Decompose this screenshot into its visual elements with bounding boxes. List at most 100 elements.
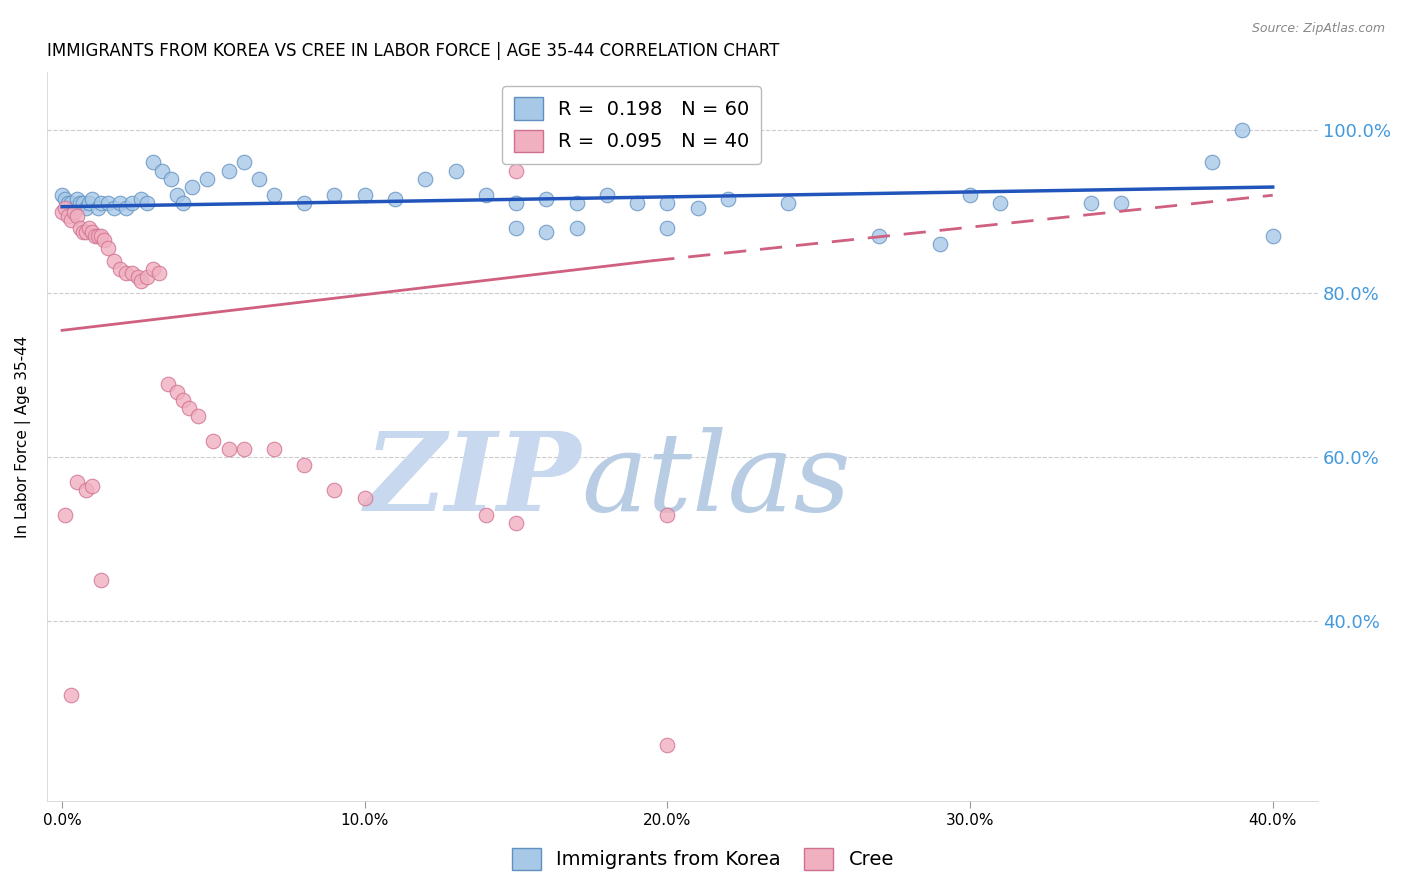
Point xyxy=(292,196,315,211)
Point xyxy=(536,225,558,239)
Point xyxy=(84,229,107,244)
Point xyxy=(148,266,170,280)
Point xyxy=(657,221,679,235)
Point xyxy=(1201,155,1223,169)
Point xyxy=(565,196,588,211)
Point xyxy=(353,491,375,506)
Point xyxy=(75,483,97,497)
Point xyxy=(127,270,149,285)
Point xyxy=(444,163,467,178)
Point xyxy=(181,180,204,194)
Point xyxy=(56,196,79,211)
Point xyxy=(657,508,679,522)
Point xyxy=(121,266,143,280)
Point xyxy=(218,442,240,456)
Point xyxy=(93,233,115,247)
Point xyxy=(82,479,104,493)
Point xyxy=(66,209,89,223)
Point xyxy=(121,196,143,211)
Point xyxy=(72,225,94,239)
Point xyxy=(72,196,94,211)
Point xyxy=(475,508,498,522)
Point xyxy=(565,221,588,235)
Point xyxy=(928,237,950,252)
Point xyxy=(82,192,104,206)
Point xyxy=(108,196,131,211)
Point xyxy=(218,163,240,178)
Point xyxy=(51,204,73,219)
Text: Source: ZipAtlas.com: Source: ZipAtlas.com xyxy=(1251,22,1385,36)
Point xyxy=(187,409,209,424)
Point xyxy=(263,188,285,202)
Point xyxy=(686,201,709,215)
Text: ZIP: ZIP xyxy=(364,426,581,534)
Point xyxy=(1111,196,1133,211)
Point xyxy=(157,376,180,391)
Point xyxy=(90,196,112,211)
Point xyxy=(87,229,110,244)
Point xyxy=(114,266,136,280)
Point xyxy=(505,163,527,178)
Point xyxy=(103,201,125,215)
Point xyxy=(87,201,110,215)
Point xyxy=(63,201,86,215)
Point xyxy=(129,192,152,206)
Point xyxy=(90,229,112,244)
Point xyxy=(69,221,91,235)
Point xyxy=(323,483,346,497)
Point xyxy=(75,201,97,215)
Point xyxy=(60,688,83,702)
Legend: R =  0.198   N = 60, R =  0.095   N = 40: R = 0.198 N = 60, R = 0.095 N = 40 xyxy=(502,86,762,164)
Point xyxy=(323,188,346,202)
Point xyxy=(96,196,118,211)
Point xyxy=(232,442,254,456)
Point xyxy=(778,196,800,211)
Point xyxy=(536,192,558,206)
Point xyxy=(53,508,76,522)
Point xyxy=(263,442,285,456)
Point xyxy=(79,221,101,235)
Point xyxy=(505,516,527,530)
Point xyxy=(66,192,89,206)
Point xyxy=(1080,196,1102,211)
Point xyxy=(353,188,375,202)
Text: IMMIGRANTS FROM KOREA VS CREE IN LABOR FORCE | AGE 35-44 CORRELATION CHART: IMMIGRANTS FROM KOREA VS CREE IN LABOR F… xyxy=(46,42,779,60)
Point xyxy=(60,212,83,227)
Point xyxy=(79,196,101,211)
Point xyxy=(232,155,254,169)
Point xyxy=(166,188,188,202)
Point xyxy=(172,392,194,407)
Point xyxy=(103,253,125,268)
Point xyxy=(60,196,83,211)
Point xyxy=(505,196,527,211)
Point xyxy=(114,201,136,215)
Point xyxy=(82,225,104,239)
Point xyxy=(475,188,498,202)
Point xyxy=(135,196,157,211)
Point xyxy=(505,221,527,235)
Point xyxy=(202,434,225,448)
Point xyxy=(959,188,981,202)
Point xyxy=(135,270,157,285)
Point xyxy=(384,192,406,206)
Point xyxy=(657,196,679,211)
Point xyxy=(129,274,152,288)
Point xyxy=(142,261,165,276)
Point xyxy=(56,209,79,223)
Point xyxy=(108,261,131,276)
Point xyxy=(596,188,619,202)
Point xyxy=(179,401,201,416)
Point xyxy=(166,384,188,399)
Point xyxy=(413,172,436,186)
Point xyxy=(53,201,76,215)
Point xyxy=(868,229,890,244)
Point xyxy=(142,155,165,169)
Point xyxy=(66,475,89,489)
Point xyxy=(75,225,97,239)
Point xyxy=(96,242,118,256)
Point xyxy=(626,196,648,211)
Text: atlas: atlas xyxy=(581,426,851,534)
Point xyxy=(150,163,173,178)
Y-axis label: In Labor Force | Age 35-44: In Labor Force | Age 35-44 xyxy=(15,335,31,538)
Point xyxy=(69,196,91,211)
